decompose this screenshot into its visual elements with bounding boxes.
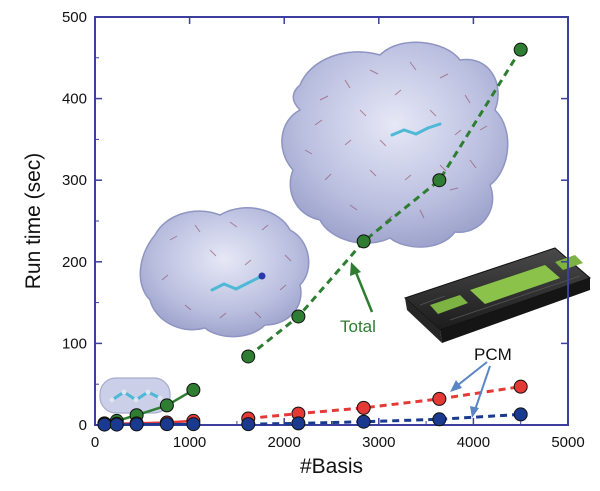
data-point	[356, 234, 371, 249]
data-point	[513, 42, 528, 57]
data-point	[159, 417, 174, 432]
data-point	[186, 417, 201, 432]
total-arrow	[353, 269, 374, 313]
y-tick-label: 400	[62, 91, 87, 108]
x-tick-label: 3000	[362, 434, 395, 451]
pcm-arrow-red	[457, 361, 488, 386]
y-tick-label: 200	[62, 254, 87, 271]
data-point	[186, 382, 201, 397]
medium-protein-icon	[139, 207, 310, 338]
data-point	[241, 417, 256, 432]
data-point	[97, 417, 112, 432]
pcm-arrow-red-head	[450, 380, 462, 392]
y-tick-label: 300	[62, 172, 87, 189]
series-2	[97, 417, 201, 432]
data-point	[432, 173, 447, 188]
y-tick-label: 500	[62, 9, 87, 26]
x-tick-label: 2000	[268, 434, 301, 451]
x-tick-label: 5000	[551, 434, 584, 451]
data-point	[241, 349, 256, 364]
x-tick-label: 1000	[173, 434, 206, 451]
pcm-arrow-blue-head	[470, 406, 479, 418]
data-point	[432, 391, 447, 406]
series-line	[248, 412, 521, 426]
x-tick-label: 0	[91, 434, 99, 451]
total-label: Total	[340, 317, 376, 336]
data-point	[432, 412, 447, 427]
y-axis-title: Run time (sec)	[22, 153, 45, 290]
data-point	[109, 417, 124, 432]
data-point	[291, 416, 306, 431]
series-5	[241, 407, 528, 432]
data-point	[159, 398, 174, 413]
data-point	[356, 414, 371, 429]
data-point	[129, 417, 144, 432]
y-tick-label: 100	[62, 335, 87, 352]
large-protein-icon	[281, 41, 509, 248]
data-point	[513, 379, 528, 394]
y-tick-label: 0	[79, 417, 87, 434]
series-3	[241, 42, 528, 364]
total-arrow-head	[350, 262, 361, 276]
pcm-arrow-blue	[474, 365, 491, 411]
data-point	[291, 309, 306, 324]
plot-area: 0 1000 2000 3000 4000 5000 0 100 200 300 400 500 #Ba…	[22, 9, 585, 478]
x-axis-title: #Basis	[300, 455, 363, 478]
gpu-card-icon	[404, 247, 591, 343]
series-line	[247, 48, 522, 358]
x-tick-label: 4000	[457, 434, 490, 451]
series-line	[248, 385, 521, 420]
data-point	[356, 400, 371, 415]
pcm-label: PCM	[474, 345, 512, 364]
data-point	[513, 407, 528, 422]
illustrations	[99, 41, 591, 414]
